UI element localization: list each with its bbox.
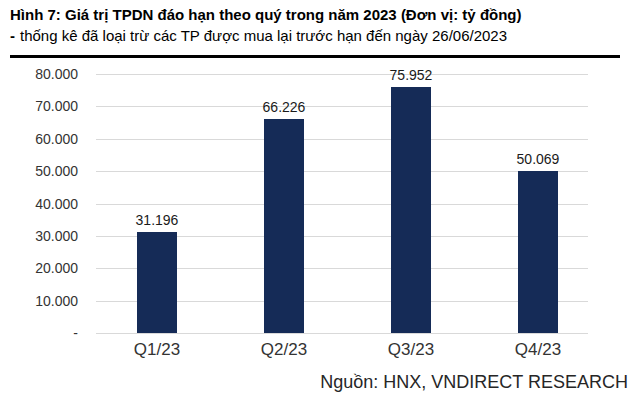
- x-axis: Q1/23 Q2/23 Q3/23 Q4/23: [96, 340, 588, 362]
- chart-header: Hình 7: Giá trị TPDN đáo hạn theo quý tr…: [10, 4, 634, 46]
- gridline: [96, 106, 588, 107]
- x-tick-label: Q1/23: [134, 340, 180, 360]
- bar-q4-23: [518, 171, 558, 333]
- bar-value-label: 31.196: [136, 213, 179, 227]
- bar-q1-23: [137, 232, 177, 333]
- chart-subtitle: -thống kê đã loại trừ các TP được mua lạ…: [10, 25, 634, 46]
- y-tick-label: 40.000: [0, 197, 78, 211]
- x-tick-label: Q2/23: [261, 340, 307, 360]
- y-tick-label: 20.000: [0, 261, 78, 275]
- gridline: [96, 204, 588, 205]
- y-tick-label: 50.000: [0, 164, 78, 178]
- y-axis: - 10.000 20.000 30.000 40.000 50.000 60.000 70.…: [0, 0, 78, 404]
- y-tick-label: 60.000: [0, 132, 78, 146]
- bar-value-label: 66.226: [263, 100, 306, 114]
- title-divider: [10, 55, 620, 58]
- y-tick-label: 30.000: [0, 229, 78, 243]
- gridline: [96, 333, 588, 334]
- y-tick-label: 10.000: [0, 294, 78, 308]
- bar-value-label: 75.952: [390, 68, 433, 82]
- x-tick-label: Q3/23: [388, 340, 434, 360]
- bar-q3-23: [391, 87, 431, 333]
- x-tick-label: Q4/23: [515, 340, 561, 360]
- gridline: [96, 74, 588, 75]
- subtitle-text: thống kê đã loại trừ các TP được mua lại…: [20, 27, 507, 44]
- figure-panel: Hình 7: Giá trị TPDN đáo hạn theo quý tr…: [0, 0, 640, 404]
- y-tick-label: 70.000: [0, 99, 78, 113]
- gridline: [96, 171, 588, 172]
- source-note: Nguồn: HNX, VNDIRECT RESEARCH: [320, 372, 628, 393]
- chart-title: Hình 7: Giá trị TPDN đáo hạn theo quý tr…: [10, 4, 634, 25]
- plot-area: 31.19666.22675.95250.069: [96, 74, 588, 333]
- gridline: [96, 139, 588, 140]
- bar-q2-23: [264, 119, 304, 333]
- y-tick-label: -: [0, 326, 78, 340]
- y-tick-label: 80.000: [0, 67, 78, 81]
- bar-value-label: 50.069: [517, 152, 560, 166]
